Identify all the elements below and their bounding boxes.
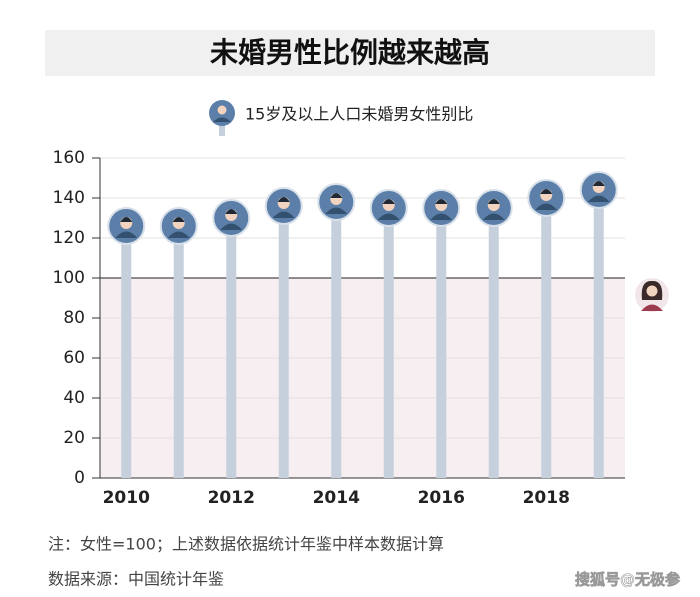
chart-title: 未婚男性比例越来越高 (210, 36, 490, 69)
person-hair (172, 217, 185, 222)
stem (383, 208, 394, 478)
y-tick-label: 140 (53, 188, 85, 208)
person-hair (277, 197, 290, 202)
person-body (115, 231, 138, 238)
person-body (220, 223, 243, 230)
person-hair (540, 189, 553, 194)
person-hair (120, 217, 133, 222)
person-body (377, 213, 400, 220)
stem (488, 208, 499, 478)
legend-label: 15岁及以上人口未婚男女性别比 (245, 105, 473, 124)
stem (541, 198, 552, 478)
x-tick-label: 2012 (208, 488, 255, 508)
person-hair (330, 193, 343, 198)
person-body (167, 231, 190, 238)
stem (331, 202, 342, 478)
title-banner (45, 30, 655, 76)
person-hair (225, 209, 238, 214)
person-body (587, 195, 610, 202)
stem (121, 226, 132, 478)
y-tick-label: 120 (53, 228, 85, 248)
x-tick-label: 2014 (313, 488, 360, 508)
person-body (325, 207, 348, 214)
person-hair (435, 199, 448, 204)
reference-zone (100, 278, 625, 478)
person-body (535, 203, 558, 210)
person-hair (382, 199, 395, 204)
y-tick-label: 60 (63, 348, 85, 368)
y-tick-label: 80 (63, 308, 85, 328)
stem (173, 226, 184, 478)
x-tick-label: 2018 (523, 488, 570, 508)
y-tick-label: 20 (63, 428, 85, 448)
legend-icon (209, 100, 235, 136)
person-body (482, 213, 505, 220)
y-tick-label: 160 (53, 148, 85, 168)
y-tick-label: 100 (53, 268, 85, 288)
person-hair (592, 181, 605, 186)
person-hair (487, 199, 500, 204)
stem (436, 208, 447, 478)
source: 数据来源：中国统计年鉴 (48, 570, 224, 589)
x-tick-label: 2010 (103, 488, 150, 508)
note: 注：女性=100；上述数据依据统计年鉴中样本数据计算 (48, 535, 444, 554)
stem (278, 206, 289, 478)
x-tick-label: 2016 (418, 488, 465, 508)
stem (593, 190, 604, 478)
y-tick-label: 40 (63, 388, 85, 408)
y-tick-label: 0 (74, 468, 85, 488)
person-body (272, 211, 295, 218)
person-body (430, 213, 453, 220)
female-icon (635, 278, 669, 312)
stem (226, 218, 237, 478)
watermark: 搜狐号@无极参 (575, 571, 681, 589)
